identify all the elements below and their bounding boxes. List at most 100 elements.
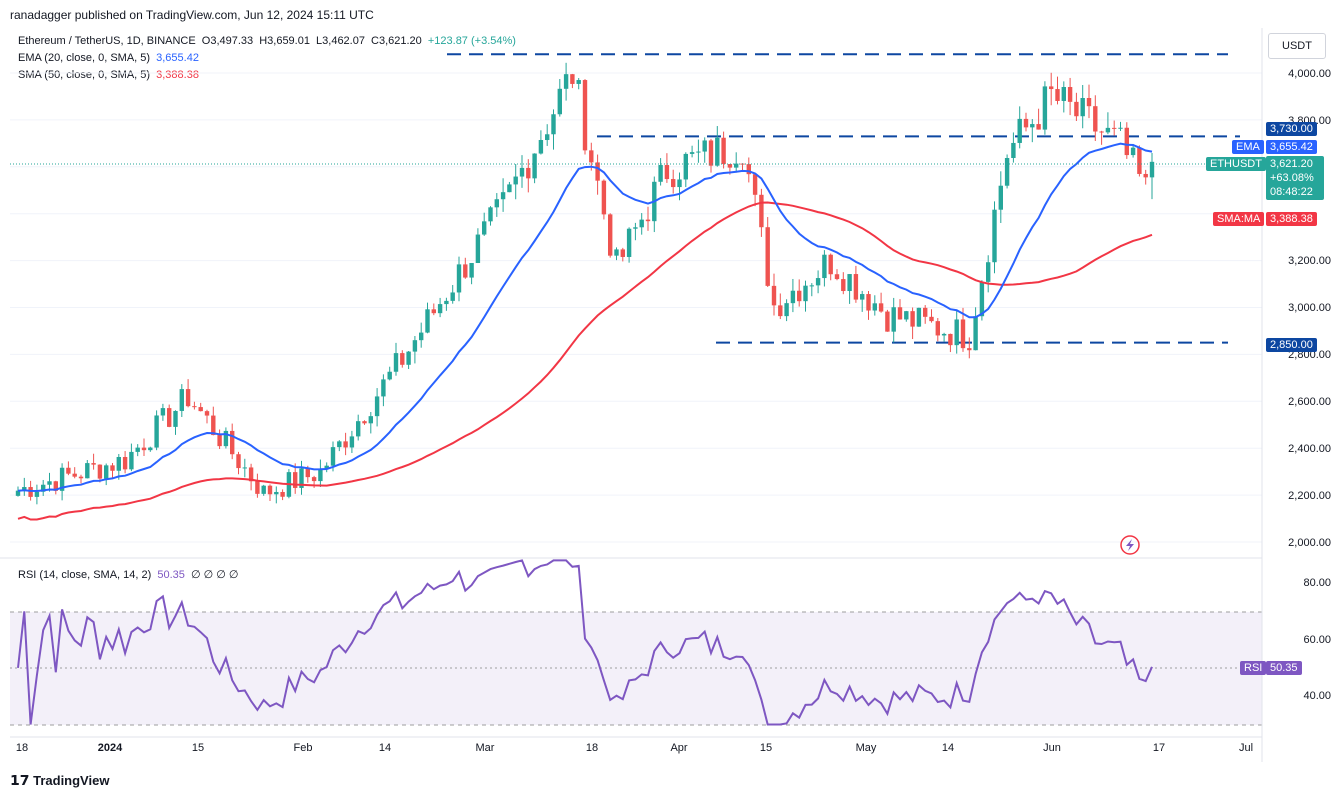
close-value: C3,621.20 [371,35,422,47]
candle-body [85,463,90,479]
candle-body [104,465,109,479]
candle-body [154,415,159,448]
candle-body [185,389,191,407]
candle-body [368,416,373,424]
candle-body [135,447,140,452]
flash-icon [1120,535,1140,555]
tradingview-logo[interactable]: 𝟭𝟳 TradingView [10,772,109,789]
candle-body [450,292,455,301]
candle-body [759,194,764,228]
resistance-tag: 3,730.00 [1266,122,1317,136]
candle-body [563,74,569,89]
candle-body [280,491,285,497]
price-tick: 2,000.00 [1288,537,1331,549]
currency-button[interactable]: USDT [1268,33,1326,59]
candle-body [929,316,934,322]
last-price-tag: 3,621.20 +63.08% 08:48:22 [1266,156,1324,200]
candle-body [589,150,594,163]
candle-body [91,463,96,465]
candle-body [614,249,619,256]
publisher-line: ranadagger published on TradingView.com,… [10,8,374,22]
candle-body [179,389,184,411]
candle-body [708,140,714,166]
candle-body [456,264,462,293]
candle-body [261,485,266,494]
candle-body [437,304,443,314]
time-tick: 15 [759,742,773,754]
ema-price-tag: 3,655.42 [1266,140,1317,154]
candle-body [841,279,846,292]
candle-body [721,137,726,165]
candle-body [545,134,550,141]
candle-body [47,481,52,485]
candle-body [374,396,380,417]
candle-body [122,456,128,470]
candle-body [444,300,449,305]
time-tick: Jun [1043,742,1061,754]
candle-body [356,421,361,437]
candle-body [15,490,21,496]
candle-body [1112,127,1117,129]
candle-body [337,441,342,448]
candle-body [66,467,71,474]
candle-body [1017,118,1022,143]
candle-body [274,491,279,495]
candle-body [878,303,884,312]
sma-legend[interactable]: SMA (50, close, 0, SMA, 5) 3,388.38 [18,69,199,81]
candle-body [173,410,178,427]
candle-body [425,309,430,333]
candle-body [689,152,695,154]
low-value: L3,462.07 [316,35,365,47]
high-value: H3,659.01 [259,35,310,47]
last-price: 3,621.20 [1270,158,1313,170]
time-tick: 18 [15,742,29,754]
rsi-legend[interactable]: RSI (14, close, SMA, 14, 2) 50.35 ∅ ∅ ∅ … [18,568,238,581]
candle-body [494,199,499,208]
candle-body [595,162,600,181]
candle-body [406,351,411,365]
price-tick: 3,000.00 [1288,302,1331,314]
candle-body [1124,127,1129,156]
time-tick: 2024 [97,742,123,754]
candle-body [866,294,871,311]
candle-body [1086,97,1092,107]
candle-body [822,254,827,279]
price-tick: 2,800.00 [1288,349,1331,361]
candle-body [1105,127,1111,133]
candle-body [324,465,329,469]
symbol-name[interactable]: Ethereum / TetherUS, 1D, BINANCE [18,35,196,47]
candle-body [129,451,134,470]
price-tick: 2,400.00 [1288,443,1331,455]
candle-body [419,332,424,341]
rsi-price-tag: 50.35 [1266,661,1302,675]
candle-body [645,219,651,222]
candle-body [1055,89,1060,101]
candle-body [576,80,581,84]
candle-body [608,214,613,256]
sma-line [17,201,1153,521]
symbol-tag: ETHUSDT [1206,157,1266,171]
candle-body [387,371,392,380]
candle-body [973,316,978,351]
candle-body [248,467,254,482]
support-tag: 2,850.00 [1266,338,1317,352]
candle-body [330,447,336,466]
candle-body [1042,86,1048,130]
ema-name-tag: EMA [1232,140,1264,154]
candle-body [412,340,418,352]
candle-body [626,228,632,257]
candle-body [664,165,670,180]
candle-body [967,348,972,351]
price-tick: 4,000.00 [1288,68,1331,80]
time-tick: 18 [585,742,599,754]
candle-body [198,407,203,412]
time-tick: Jul [1238,742,1254,754]
candle-body [734,163,739,168]
ema-legend[interactable]: EMA (20, close, 0, SMA, 5) 3,655.42 [18,52,199,64]
candle-body [979,281,985,317]
time-tick: Mar [475,742,495,754]
candle-body [242,467,247,469]
ema-label: EMA (20, close, 0, SMA, 5) [18,52,151,64]
price-tick: 2,600.00 [1288,396,1331,408]
